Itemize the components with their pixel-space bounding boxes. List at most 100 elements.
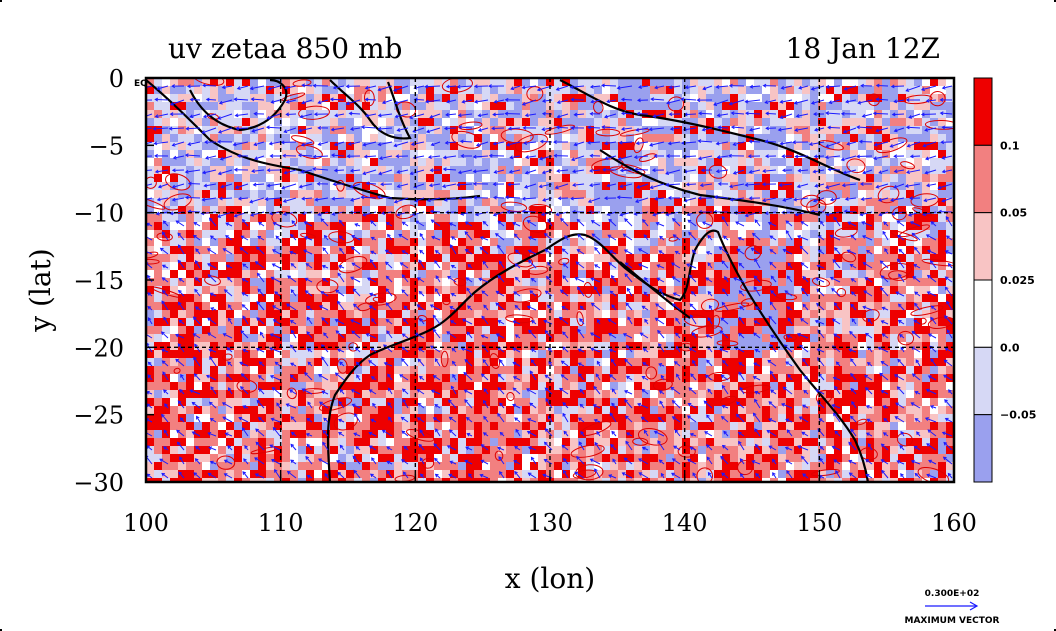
field-cell xyxy=(898,142,906,150)
field-cell xyxy=(594,206,602,214)
field-cell xyxy=(746,166,754,174)
field-cell xyxy=(938,142,946,150)
field-cell xyxy=(866,174,874,182)
field-cell xyxy=(298,142,306,150)
field-cell xyxy=(210,286,218,294)
field-cell xyxy=(554,382,562,390)
field-cell xyxy=(234,358,242,366)
field-cell xyxy=(658,454,666,462)
field-cell xyxy=(378,358,386,366)
field-cell xyxy=(754,350,762,358)
field-cell xyxy=(698,286,706,294)
field-cell xyxy=(298,342,306,350)
field-cell xyxy=(386,382,394,390)
field-cell xyxy=(786,286,794,294)
field-cell xyxy=(858,166,866,174)
field-cell xyxy=(650,446,658,454)
field-cell xyxy=(370,206,378,214)
field-cell xyxy=(682,446,690,454)
field-cell xyxy=(330,350,338,358)
field-cell xyxy=(858,86,866,94)
field-cell xyxy=(282,358,290,366)
field-cell xyxy=(458,238,466,246)
field-cell xyxy=(170,254,178,262)
field-cell xyxy=(306,382,314,390)
field-cell xyxy=(794,350,802,358)
field-cell xyxy=(218,286,226,294)
field-cell xyxy=(250,278,258,286)
field-cell xyxy=(226,310,234,318)
field-cell xyxy=(402,326,410,334)
field-cell xyxy=(666,438,674,446)
field-cell xyxy=(274,126,282,134)
field-cell xyxy=(282,286,290,294)
field-cell xyxy=(170,118,178,126)
field-cell xyxy=(490,430,498,438)
field-cell xyxy=(458,78,466,86)
field-cell xyxy=(794,334,802,342)
field-cell xyxy=(466,310,474,318)
field-cell xyxy=(786,310,794,318)
field-cell xyxy=(450,374,458,382)
field-cell xyxy=(258,198,266,206)
field-cell xyxy=(282,366,290,374)
field-cell xyxy=(874,358,882,366)
field-cell xyxy=(890,198,898,206)
field-cell xyxy=(378,326,386,334)
field-cell xyxy=(770,182,778,190)
field-cell xyxy=(386,358,394,366)
field-cell xyxy=(754,262,762,270)
field-cell xyxy=(562,102,570,110)
field-cell xyxy=(314,246,322,254)
field-cell xyxy=(314,214,322,222)
field-cell xyxy=(434,142,442,150)
field-cell xyxy=(266,182,274,190)
field-cell xyxy=(146,390,154,398)
field-cell xyxy=(802,446,810,454)
field-cell xyxy=(850,398,858,406)
field-cell xyxy=(842,454,850,462)
field-cell xyxy=(802,102,810,110)
field-cell xyxy=(178,198,186,206)
field-cell xyxy=(826,286,834,294)
field-cell xyxy=(914,254,922,262)
field-cell xyxy=(322,342,330,350)
field-cell xyxy=(514,182,522,190)
field-cell xyxy=(458,86,466,94)
field-cell xyxy=(530,182,538,190)
field-cell xyxy=(746,302,754,310)
field-cell xyxy=(322,190,330,198)
field-cell xyxy=(410,430,418,438)
field-cell xyxy=(418,198,426,206)
field-cell xyxy=(418,454,426,462)
field-cell xyxy=(770,246,778,254)
field-cell xyxy=(682,78,690,86)
field-cell xyxy=(866,158,874,166)
field-cell xyxy=(938,390,946,398)
field-cell xyxy=(322,134,330,142)
field-cell xyxy=(738,398,746,406)
field-cell xyxy=(714,454,722,462)
field-cell xyxy=(522,302,530,310)
field-cell xyxy=(586,334,594,342)
field-cell xyxy=(242,94,250,102)
field-cell xyxy=(434,350,442,358)
field-cell xyxy=(890,334,898,342)
field-cell xyxy=(714,214,722,222)
field-cell xyxy=(490,206,498,214)
field-cell xyxy=(602,294,610,302)
field-cell xyxy=(834,342,842,350)
field-cell xyxy=(514,334,522,342)
field-cell xyxy=(802,366,810,374)
field-cell xyxy=(298,334,306,342)
field-cell xyxy=(722,270,730,278)
field-cell xyxy=(586,86,594,94)
field-cell xyxy=(546,150,554,158)
field-cell xyxy=(226,182,234,190)
field-cell xyxy=(186,414,194,422)
field-cell xyxy=(146,454,154,462)
field-cell xyxy=(202,246,210,254)
field-cell xyxy=(906,422,914,430)
field-cell xyxy=(274,230,282,238)
field-cell xyxy=(914,406,922,414)
